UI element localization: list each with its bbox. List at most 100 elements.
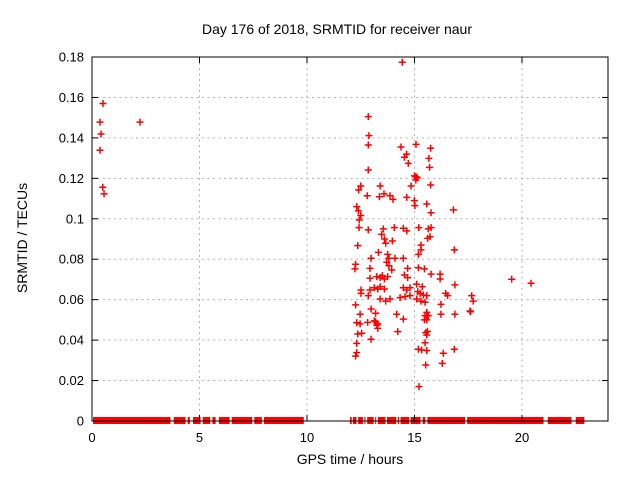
data-point: [352, 352, 360, 360]
data-point: [420, 265, 428, 273]
data-points: [96, 58, 535, 391]
data-point: [353, 203, 361, 211]
data-point: [415, 383, 423, 391]
data-point: [393, 310, 401, 318]
data-point: [374, 324, 382, 332]
data-point: [404, 264, 412, 272]
data-point: [426, 163, 434, 171]
data-point: [364, 292, 372, 300]
data-point: [378, 230, 386, 238]
data-point: [399, 254, 407, 262]
data-point: [414, 264, 422, 272]
data-point: [99, 100, 107, 108]
data-point: [366, 286, 374, 294]
data-point: [136, 118, 144, 126]
data-point: [420, 316, 428, 324]
data-point: [353, 339, 361, 347]
data-point: [364, 226, 372, 234]
data-point: [355, 224, 363, 232]
data-point: [424, 225, 432, 233]
data-point: [423, 347, 431, 355]
data-point: [468, 292, 476, 300]
y-tick-label: 0.14: [59, 130, 84, 145]
data-point: [427, 181, 435, 189]
data-point: [437, 300, 445, 308]
data-point: [451, 310, 459, 318]
data-point: [382, 239, 390, 247]
y-tick-label: 0.06: [59, 292, 84, 307]
data-point: [403, 227, 411, 235]
data-point: [355, 186, 363, 194]
data-point: [417, 297, 425, 305]
x-tick-label: 10: [300, 430, 314, 445]
data-point: [358, 329, 366, 337]
data-point: [355, 216, 363, 224]
data-point: [437, 310, 445, 318]
y-tick-label: 0.12: [59, 171, 84, 186]
data-point: [436, 275, 444, 283]
data-point: [414, 250, 422, 258]
data-point: [366, 264, 374, 272]
data-point: [357, 212, 365, 220]
y-tick-label: 0: [77, 414, 84, 429]
data-point: [388, 237, 396, 245]
data-point: [353, 349, 361, 357]
data-point: [527, 279, 535, 287]
data-point: [380, 285, 388, 293]
data-point: [356, 310, 364, 318]
data-point: [96, 146, 104, 154]
data-point: [96, 118, 104, 126]
data-point: [376, 295, 384, 303]
data-point: [424, 312, 432, 320]
data-point: [364, 318, 372, 326]
x-tick-label: 15: [407, 430, 421, 445]
y-tick-label: 0.16: [59, 90, 84, 105]
data-point: [406, 284, 414, 292]
data-point: [394, 328, 402, 336]
data-point: [401, 293, 409, 301]
data-point: [367, 254, 375, 262]
gridlines: [92, 57, 608, 421]
data-point: [376, 182, 384, 190]
data-point: [469, 297, 477, 305]
x-axis-label: GPS time / hours: [297, 451, 404, 467]
data-point: [353, 319, 361, 327]
data-point: [386, 192, 394, 200]
data-point: [356, 320, 364, 328]
data-point: [354, 242, 362, 250]
data-point: [367, 335, 375, 343]
data-point: [418, 283, 426, 291]
data-point: [427, 209, 435, 217]
y-tick-label: 0.02: [59, 373, 84, 388]
data-point: [414, 345, 422, 353]
data-point: [397, 143, 405, 151]
data-point: [379, 225, 387, 233]
data-point: [367, 305, 375, 313]
data-point: [364, 166, 372, 174]
data-point: [380, 190, 388, 198]
data-point: [508, 275, 516, 283]
data-point: [375, 193, 383, 201]
data-point: [352, 301, 360, 309]
data-point: [389, 195, 397, 203]
plot-frame: 0 5 10 15 20 0 0.02 0.04 0.06 0.08 0.1 0.12 0.14 0.16…: [59, 50, 609, 445]
data-point: [406, 292, 414, 300]
data-point: [388, 266, 396, 274]
y-tick-label: 0.18: [59, 50, 84, 65]
data-point: [386, 295, 394, 303]
data-point: [404, 274, 412, 282]
data-point: [450, 246, 458, 254]
data-point: [366, 274, 374, 282]
data-point: [417, 246, 425, 254]
data-point: [97, 130, 105, 138]
data-point: [424, 234, 432, 242]
data-point: [384, 273, 392, 281]
data-point: [399, 315, 407, 323]
data-point: [413, 280, 421, 288]
data-point: [404, 159, 412, 167]
data-point: [364, 141, 372, 149]
x-tick-label: 0: [88, 430, 95, 445]
data-point: [390, 224, 398, 232]
data-point: [384, 250, 392, 258]
